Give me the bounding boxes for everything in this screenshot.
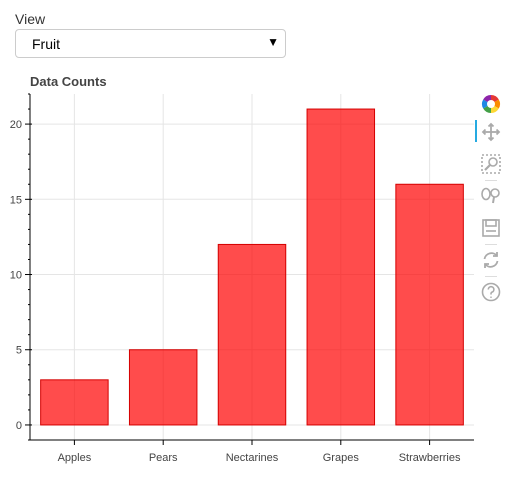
active-tool-indicator	[475, 120, 477, 142]
bar-nectarines	[217, 243, 287, 426]
bars	[40, 108, 464, 426]
toolbar-separator	[485, 276, 497, 277]
y-tick-label: 15	[10, 194, 22, 206]
toolbar-separator	[485, 244, 497, 245]
view-select-value: Fruit	[32, 36, 60, 52]
y-tick-label: 10	[10, 270, 22, 282]
x-tick-label: Apples	[58, 452, 92, 464]
y-tick-label: 0	[16, 420, 22, 432]
help-icon[interactable]	[479, 280, 503, 304]
x-tick-label: Nectarines	[226, 452, 279, 464]
bar-pears	[128, 349, 198, 426]
reset-icon[interactable]	[479, 248, 503, 272]
view-select[interactable]: Fruit ▼	[15, 29, 286, 58]
box-zoom-icon[interactable]	[479, 152, 503, 176]
y-tick-label: 20	[10, 119, 22, 131]
chevron-down-icon: ▼	[267, 35, 279, 49]
toolbar	[475, 92, 505, 302]
axes: 0 5 10 15 20 Apples Pears Nectarines Grapes Straw…	[10, 93, 474, 464]
plot-title: Data Counts	[30, 74, 107, 89]
wheel-zoom-icon[interactable]	[479, 184, 503, 208]
view-label: View	[15, 11, 46, 27]
pan-icon[interactable]	[479, 120, 503, 144]
y-tick-label: 5	[16, 345, 22, 357]
bar-strawberries	[395, 183, 464, 426]
bar-grapes	[306, 108, 376, 426]
bokeh-logo-icon[interactable]	[479, 92, 503, 116]
save-icon[interactable]	[479, 216, 503, 240]
bar-apples	[40, 379, 109, 426]
x-tick-label: Strawberries	[399, 452, 461, 464]
toolbar-separator	[485, 180, 497, 181]
x-tick-label: Grapes	[323, 452, 360, 464]
x-tick-label: Pears	[149, 452, 178, 464]
